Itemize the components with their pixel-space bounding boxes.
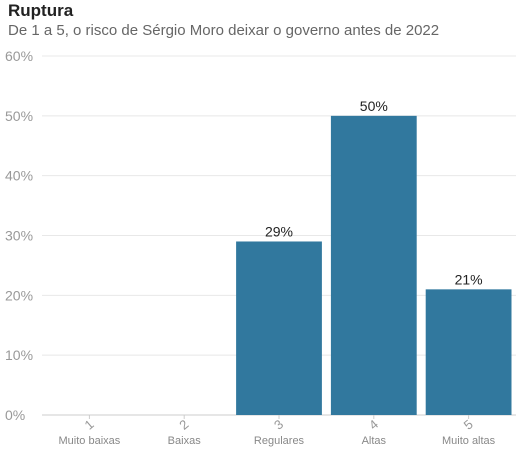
bar [330, 115, 417, 415]
x-category-label: Baixas [168, 435, 202, 447]
data-label: 50% [360, 98, 388, 114]
y-tick-label: 0% [5, 407, 25, 423]
data-label: 29% [265, 223, 293, 239]
chart-subtitle: De 1 a 5, o risco de Sérgio Moro deixar … [8, 22, 440, 39]
x-category-label: Muito altas [442, 435, 496, 447]
y-tick-label: 60% [5, 48, 33, 64]
x-category-label: Muito baixas [59, 435, 121, 447]
y-tick-label: 30% [5, 228, 33, 244]
bar [425, 289, 512, 415]
x-category-label: Altas [362, 435, 387, 447]
data-label: 21% [455, 271, 483, 287]
chart-title: Ruptura [8, 1, 74, 20]
y-tick-label: 10% [5, 347, 33, 363]
y-tick-label: 20% [5, 287, 33, 303]
bars [236, 115, 512, 415]
bar [236, 241, 322, 415]
y-tick-label: 50% [5, 108, 33, 124]
y-tick-label: 40% [5, 168, 33, 184]
x-category-label: Regulares [254, 435, 305, 447]
